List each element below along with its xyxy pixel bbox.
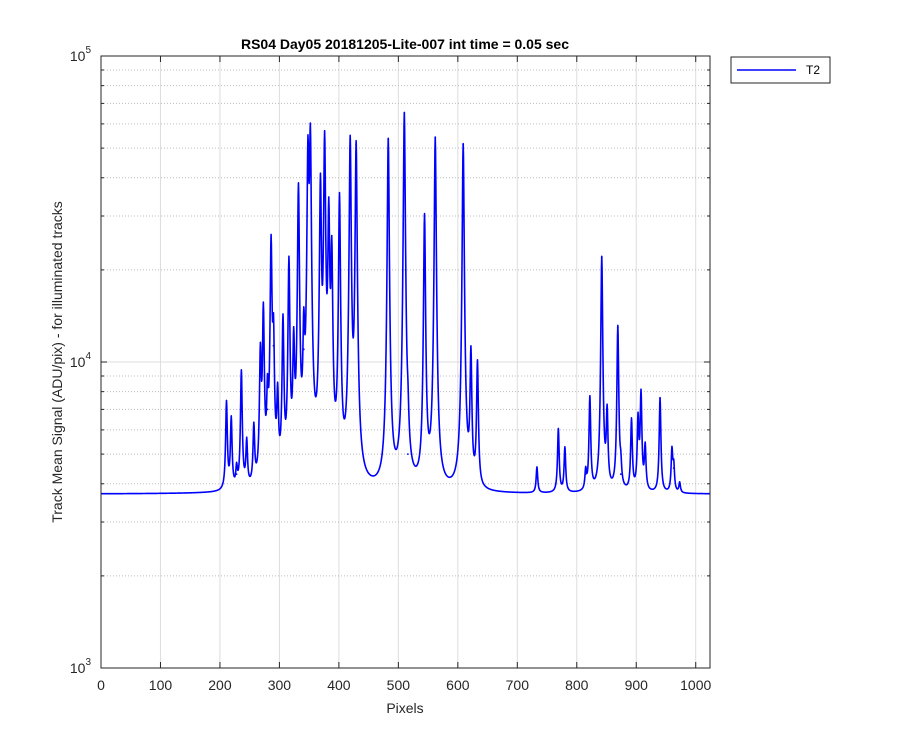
- peak-point: [338, 196, 341, 199]
- y-axis-label: Track Mean Signal (ADU/pix) - for illumi…: [49, 201, 65, 523]
- legend-label-t2: T2: [806, 63, 820, 77]
- peak-point: [240, 372, 243, 374]
- x-tick-label: 400: [327, 677, 351, 693]
- peak-point: [309, 136, 312, 139]
- peak-point: [423, 215, 426, 217]
- x-tick-label: 200: [208, 677, 232, 693]
- peak-point: [563, 448, 566, 450]
- y-tick-label: 105: [70, 45, 92, 64]
- peak-point: [276, 404, 279, 407]
- peak-point: [600, 256, 603, 259]
- peak-point: [637, 420, 639, 423]
- x-tick-label: 900: [625, 677, 649, 693]
- peak-point: [355, 143, 358, 146]
- peak-point: [266, 408, 269, 411]
- peak-point: [387, 138, 390, 141]
- x-tick-label: 0: [97, 677, 105, 693]
- peak-point: [557, 428, 560, 431]
- peak-point: [434, 136, 437, 139]
- peak-point: [230, 420, 233, 423]
- peak-point: [272, 344, 275, 347]
- peak-point: [659, 397, 661, 400]
- peak-point: [640, 394, 642, 396]
- peak-point: [327, 215, 330, 217]
- x-tick-label: 100: [149, 677, 173, 693]
- peak-point: [292, 352, 295, 354]
- peak-point: [619, 473, 622, 476]
- peak-point: [252, 431, 255, 434]
- y-tick-base: 10: [70, 48, 86, 64]
- peak-point: [349, 138, 352, 141]
- legend[interactable]: T2: [730, 56, 831, 84]
- peak-point: [302, 348, 305, 351]
- peak-point: [672, 467, 675, 470]
- x-tick-label: 300: [268, 677, 292, 693]
- peak-point: [678, 482, 681, 485]
- peak-point: [297, 187, 300, 190]
- peak-point: [262, 311, 265, 314]
- peak-point: [606, 414, 609, 417]
- y-tick-label: 103: [70, 657, 92, 676]
- peak-point: [671, 450, 673, 453]
- x-tick-label: 700: [506, 677, 530, 693]
- chart-title: RS04 Day05 20181205-Lite-007 int time = …: [241, 36, 569, 52]
- peak-point: [225, 402, 228, 405]
- peak-point: [270, 242, 272, 244]
- peak-point: [462, 143, 465, 146]
- peak-point: [259, 357, 262, 359]
- peak-point: [476, 363, 479, 366]
- y-tick-exponent: 3: [85, 657, 91, 668]
- peak-point: [630, 420, 633, 423]
- y-tick-exponent: 4: [85, 351, 91, 362]
- y-tick-exponent: 5: [85, 45, 91, 56]
- peak-point: [616, 326, 619, 329]
- ticks: [100, 55, 710, 669]
- x-tick-label: 1000: [680, 677, 711, 693]
- peak-point: [245, 445, 248, 448]
- x-tick-label: 600: [446, 677, 470, 693]
- y-tick-base: 10: [70, 660, 86, 676]
- peak-point: [330, 256, 333, 259]
- x-tick-label: 800: [565, 677, 589, 693]
- peak-point: [588, 397, 591, 400]
- y-tick-label: 104: [70, 351, 92, 370]
- peak-point: [307, 152, 309, 155]
- series-line-t2: [100, 111, 711, 495]
- x-tick-label: 500: [387, 677, 411, 693]
- x-tick-labels: 0 100 200 300 400 500 600 700 800 900 1000: [97, 677, 711, 693]
- peak-point: [406, 453, 409, 456]
- series-layer: [100, 111, 711, 495]
- peak-point: [288, 262, 290, 265]
- peak-point: [644, 448, 647, 450]
- peak-point: [235, 473, 238, 476]
- peak-point: [323, 138, 326, 141]
- y-tick-base: 10: [70, 354, 86, 370]
- peak-point: [536, 467, 538, 470]
- x-axis-label: Pixels: [386, 700, 423, 716]
- peak-point: [584, 473, 587, 476]
- peak-point: [470, 354, 472, 357]
- peak-point: [282, 323, 284, 326]
- peak-point: [403, 112, 406, 115]
- peak-point: [319, 183, 322, 186]
